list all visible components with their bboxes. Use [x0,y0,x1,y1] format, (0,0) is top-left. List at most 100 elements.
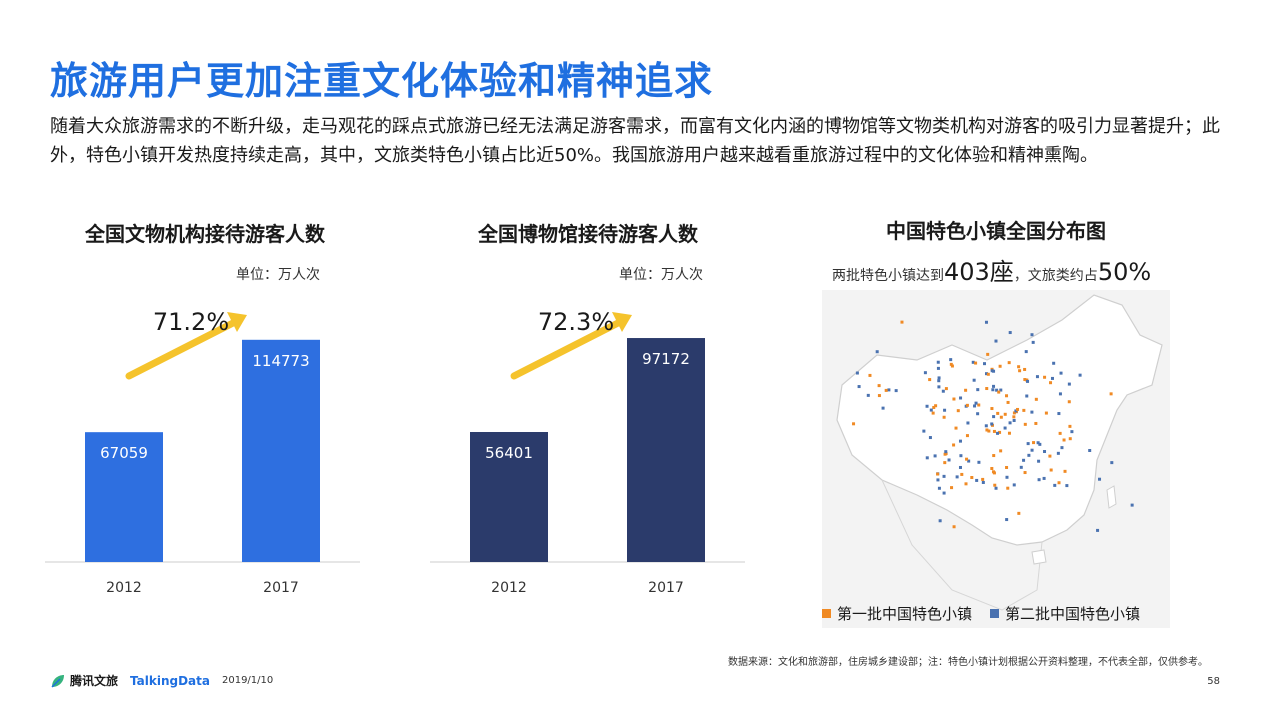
town-marker [1035,375,1039,379]
town-marker [931,411,935,415]
chart2-tick-2017: 2017 [648,580,684,596]
intro-paragraph: 随着大众旅游需求的不断升级，走马观花的踩点式旅游已经无法满足游客需求，而富有文化… [50,116,1220,166]
town-marker [928,436,932,440]
town-marker [1067,382,1071,386]
town-marker [1025,394,1029,398]
page-number: 58 [1207,676,1220,687]
town-marker [973,404,977,408]
town-marker [884,388,888,392]
town-marker [925,456,929,460]
china-landmass [836,294,1163,546]
chart1-unit: 单位：万人次 [236,267,320,283]
town-marker [1003,426,1007,430]
town-marker [981,480,985,484]
town-marker [981,477,985,481]
town-marker [1023,471,1027,475]
town-marker [1056,451,1060,455]
town-marker [1062,438,1066,442]
town-marker [976,388,980,392]
town-marker [936,360,940,364]
town-marker [958,439,962,443]
town-marker [1109,392,1113,396]
town-marker [1012,418,1016,422]
town-marker [1005,475,1009,479]
town-marker [990,407,994,411]
town-marker [894,389,898,393]
chart2-value-label-2017: 97172 [642,350,690,368]
town-marker [950,486,954,490]
town-marker [852,422,856,426]
town-marker [1049,381,1053,385]
town-marker [1008,331,1012,335]
town-marker [952,525,956,529]
town-marker [964,388,968,392]
town-marker [977,460,981,464]
town-marker [1017,511,1021,515]
town-marker [922,429,926,433]
town-marker [967,459,971,463]
town-marker [985,372,989,376]
town-marker [1037,459,1041,463]
town-marker [987,429,991,433]
town-marker [1052,361,1056,365]
town-marker [937,376,941,380]
town-marker [1014,409,1018,413]
chart1-tick-2017: 2017 [263,580,299,596]
town-marker [1058,431,1062,435]
town-marker [985,387,989,391]
town-marker [1007,361,1011,365]
map-title: 中国特色小镇全国分布图 [886,219,1106,243]
town-marker [1005,394,1009,398]
town-marker [944,452,948,456]
town-marker [1067,400,1071,404]
town-marker [1005,465,1009,469]
town-marker [991,470,995,474]
chart1-value-label-2017: 114773 [252,352,309,370]
town-marker [965,434,969,438]
town-marker [1031,340,1035,344]
town-marker [1019,465,1023,469]
town-marker [1030,448,1034,452]
town-marker [936,472,940,476]
town-marker [1042,476,1046,480]
footer: 腾讯文旅 TalkingData 2019/1/10 [50,672,273,689]
source-note: 数据来源：文化和旅游部，住房城乡建设部；注：特色小镇计划根据公开资料整理，不代表… [728,657,1208,668]
town-marker [943,408,947,412]
town-marker [932,405,936,409]
town-marker [1006,486,1010,490]
town-marker [875,350,879,354]
town-marker [994,339,998,343]
town-marker [986,372,990,376]
chart2-value-label-2012: 56401 [485,444,533,462]
legend-swatch-batch2 [990,609,1000,618]
town-marker [1053,483,1057,487]
town-marker [1024,350,1028,354]
town-marker [995,388,999,392]
town-marker [1034,397,1038,401]
chart2-bar-chart: 56401 2012 97172 2017 72.3% [430,308,745,596]
town-marker [999,449,1003,453]
town-marker [966,421,970,425]
chart2-bar-2012 [470,432,548,562]
town-marker [992,415,996,419]
town-marker [1068,424,1072,428]
town-marker [990,466,994,470]
town-marker [1088,448,1092,452]
town-marker [965,403,969,407]
chart2-tick-2012: 2012 [491,580,527,596]
town-marker [942,415,946,419]
town-marker [990,369,994,373]
chart2-growth-arrow [510,319,622,380]
town-marker [1057,481,1061,485]
town-marker [936,366,940,370]
town-marker [949,358,953,362]
town-marker [959,396,963,400]
town-marker [984,424,988,428]
town-marker [925,404,929,408]
chart1-growth-label: 71.2% [153,308,229,336]
town-marker [1057,412,1061,416]
town-marker [990,422,994,426]
map-legend: 第一批中国特色小镇 第二批中国特色小镇 [822,603,1140,624]
town-marker [1012,411,1016,415]
town-marker [1018,369,1022,373]
